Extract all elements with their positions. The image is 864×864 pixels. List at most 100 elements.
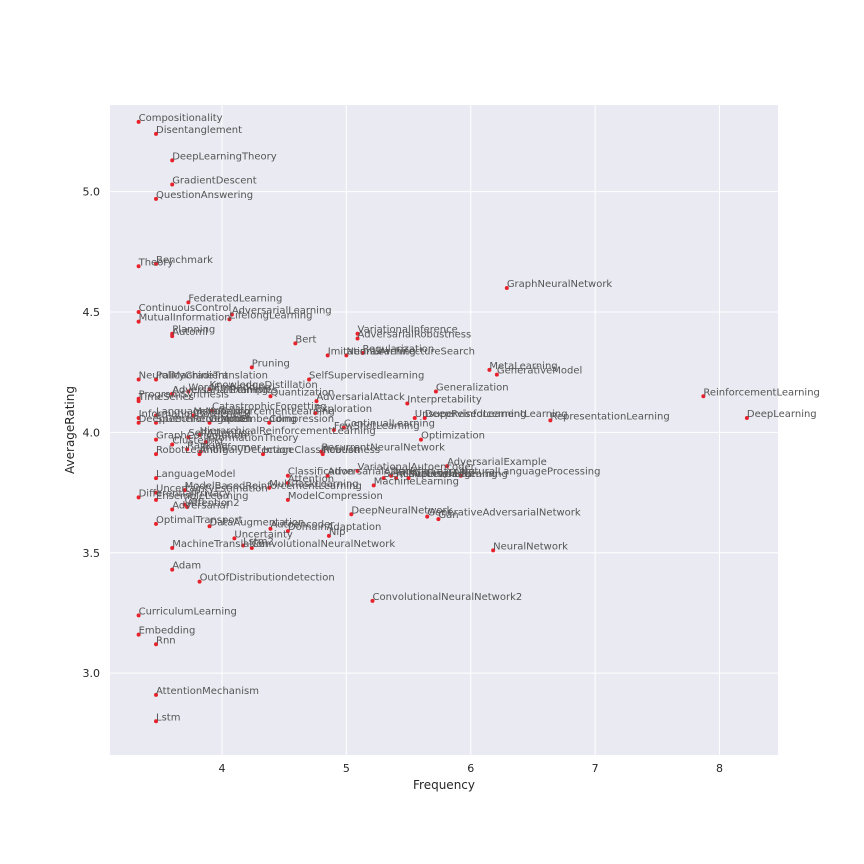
data-point [458,473,463,478]
point-label: Disentanglement [156,125,242,136]
y-tick-label: 4.5 [83,306,101,319]
data-point [210,408,215,413]
grid [110,105,778,755]
point-label: Automl [172,327,208,338]
data-point [154,719,159,724]
data-point [227,317,232,322]
data-point [197,579,202,584]
point-label: Classification [288,467,354,478]
point-label: DeepReinforcementLearning [425,409,568,420]
data-point [154,476,159,481]
data-point [185,505,190,510]
data-point [355,336,360,341]
data-point [170,391,175,396]
point-label: Rnn [156,635,176,646]
plot-area [110,105,778,755]
x-tick-label: 4 [218,762,225,775]
point-label: ActiveLearning [396,469,470,480]
point-label: TransferLearning [390,467,475,478]
data-point [701,394,706,399]
data-point [355,468,360,473]
point-label: PolicyGradient [156,370,228,381]
point-label: GenerativeModel [497,366,582,377]
point-label: ImitationLearning [328,346,416,357]
data-point [249,365,254,370]
data-point [249,545,254,550]
point-label: Lstm [156,712,180,723]
point-label: CatastrophicForgetting [212,402,327,413]
point-label: Nlp [329,527,346,538]
data-point [207,524,212,529]
data-point [203,440,208,445]
data-point [268,526,273,531]
point-label: AnomalyDetection [200,445,292,456]
data-point [136,319,141,324]
point-label: GenerativeAdversarialNetwork [427,508,581,519]
data-point [341,425,346,430]
data-point [241,543,246,548]
data-point [182,488,187,493]
data-point [436,517,441,522]
point-label: Embedding [139,626,196,637]
point-label: DifferentialPrivacy [139,488,231,499]
axis-ticks: 4 5 6 7 8 3.0 3.5 4.0 4.5 5.0 [83,186,724,775]
data-point [136,310,141,315]
point-label: Optimization [421,431,485,442]
data-point [285,473,290,478]
data-point [267,420,272,425]
point-label: FederatedLearning [188,293,282,304]
data-point [186,300,191,305]
data-point [504,285,509,290]
data-point [154,196,159,201]
point-label: DeepNeuralNetwork [351,505,452,516]
data-point [494,372,499,377]
data-point [418,437,423,442]
point-label: DeepLearningTheory [172,151,277,162]
point-label: Transformer [200,443,262,454]
data-point [182,502,187,507]
data-point [170,158,175,163]
data-point [412,415,417,420]
point-label: Adversarial [172,500,228,511]
data-point [406,476,411,481]
point-label: AdversarialTraining [172,385,268,396]
data-point [314,399,319,404]
y-tick-label: 4.0 [83,426,101,439]
data-point [487,367,492,372]
point-label: VariationalAutoencoder [358,462,476,473]
data-point [744,415,749,420]
point-label: GraphNeuralNetwork [507,279,613,290]
data-point [285,497,290,502]
data-point [232,536,237,541]
point-label: Compositionality [139,113,223,124]
point-label: Pruning [252,358,290,369]
data-point [320,452,325,457]
point-label: Cnn [185,496,205,507]
point-label: AdversarialAttack [316,392,404,403]
data-point [154,452,159,457]
point-label: ContinuousControl [139,303,232,314]
point-label: SemiSupervisedLearning [384,469,508,480]
point-label: ModelBasedReinforcementLearning [185,481,362,492]
point-label: SpeechRecognition [156,414,252,425]
data-point [154,377,159,382]
data-point [548,418,553,423]
point-label: ReinforcementLearning [703,387,820,398]
point-label: Bert [295,334,316,345]
data-point [370,598,375,603]
data-point [136,415,141,420]
data-point [154,437,159,442]
data-point [136,420,141,425]
point-label: Benchmark [156,255,213,266]
point-label: Attention [288,474,334,485]
data-point [154,497,159,502]
data-point [285,529,290,534]
data-point [154,131,159,136]
data-point [261,452,266,457]
point-label: EnsembleLearning [156,491,248,502]
data-point [136,495,141,500]
data-point [405,401,410,406]
point-label: InformationTheory [206,433,299,444]
